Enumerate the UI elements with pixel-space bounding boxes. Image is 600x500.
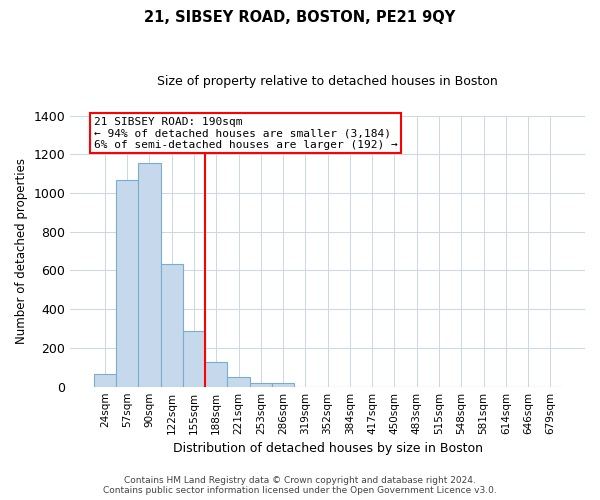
- Bar: [116, 180, 138, 386]
- Bar: [272, 383, 294, 386]
- Bar: [94, 374, 116, 386]
- Bar: [250, 383, 272, 386]
- Bar: [183, 332, 205, 386]
- Bar: [138, 163, 161, 386]
- Bar: [205, 362, 227, 386]
- Y-axis label: Number of detached properties: Number of detached properties: [15, 158, 28, 344]
- Bar: [227, 378, 250, 386]
- Text: 21, SIBSEY ROAD, BOSTON, PE21 9QY: 21, SIBSEY ROAD, BOSTON, PE21 9QY: [145, 10, 455, 25]
- Text: 21 SIBSEY ROAD: 190sqm
← 94% of detached houses are smaller (3,184)
6% of semi-d: 21 SIBSEY ROAD: 190sqm ← 94% of detached…: [94, 116, 397, 150]
- X-axis label: Distribution of detached houses by size in Boston: Distribution of detached houses by size …: [173, 442, 482, 455]
- Text: Contains HM Land Registry data © Crown copyright and database right 2024.
Contai: Contains HM Land Registry data © Crown c…: [103, 476, 497, 495]
- Bar: [161, 264, 183, 386]
- Title: Size of property relative to detached houses in Boston: Size of property relative to detached ho…: [157, 75, 498, 88]
